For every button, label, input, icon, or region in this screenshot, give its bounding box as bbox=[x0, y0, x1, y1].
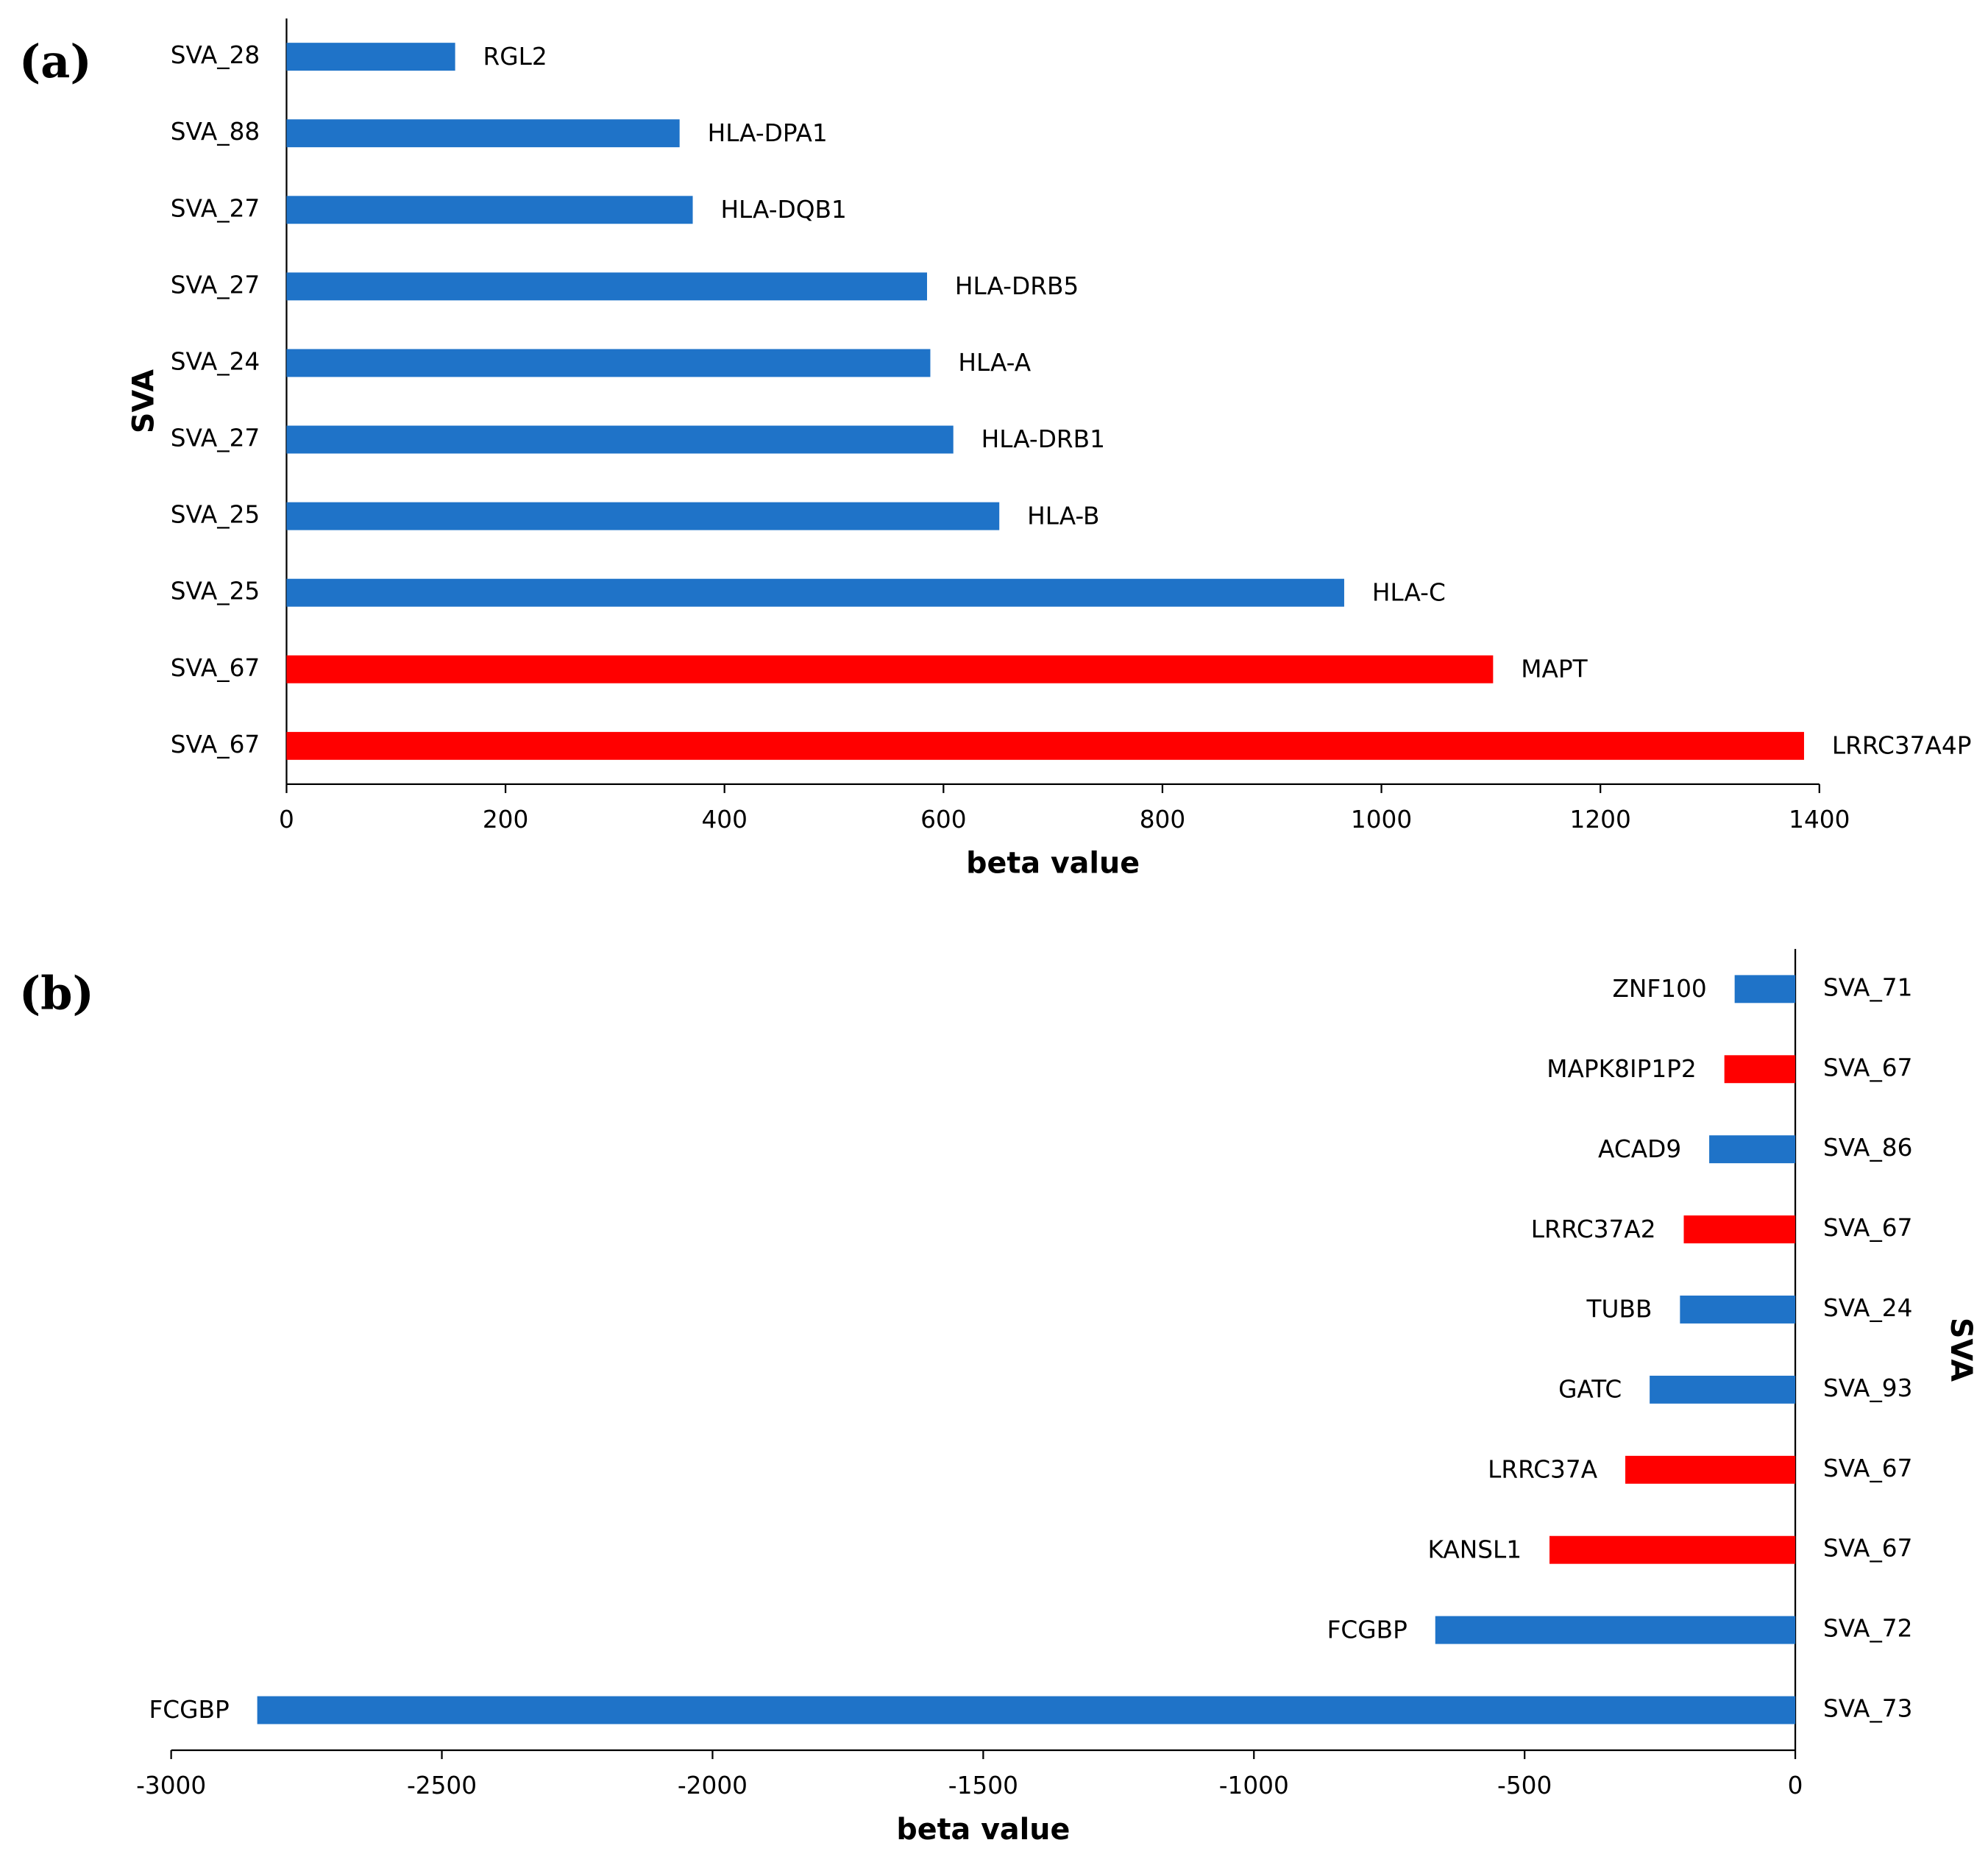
x-tick-label: -500 bbox=[1497, 1772, 1552, 1800]
bar bbox=[1435, 1616, 1796, 1644]
bar bbox=[1683, 1215, 1796, 1244]
bar-label: HLA-DRB1 bbox=[981, 425, 1105, 453]
bar bbox=[1709, 1135, 1796, 1164]
y-tick-label: SVA_67 bbox=[1823, 1214, 1913, 1242]
y-tick-label: SVA_67 bbox=[171, 654, 260, 682]
y-tick-label: SVA_24 bbox=[171, 347, 260, 375]
y-tick-label: SVA_71 bbox=[1823, 973, 1913, 1001]
bar-label: HLA-B bbox=[1027, 502, 1099, 530]
x-axis-title: beta value bbox=[896, 1813, 1070, 1847]
bar-label: HLA-DRB5 bbox=[955, 272, 1079, 300]
bar-label: GATC bbox=[1558, 1376, 1622, 1404]
bar bbox=[1650, 1375, 1796, 1404]
bar bbox=[257, 1696, 1796, 1724]
bar-label: FCGBP bbox=[1327, 1616, 1407, 1644]
bar-label: ACAD9 bbox=[1598, 1135, 1681, 1163]
y-tick-label: SVA_25 bbox=[171, 501, 260, 529]
y-tick-label: SVA_73 bbox=[1823, 1695, 1913, 1723]
bar-label: HLA-DPA1 bbox=[708, 119, 828, 147]
bar bbox=[1680, 1296, 1796, 1324]
x-tick-label: -2000 bbox=[678, 1772, 748, 1800]
bar bbox=[286, 731, 1804, 760]
y-axis-title: SVA bbox=[1944, 1318, 1978, 1382]
bar bbox=[1549, 1535, 1796, 1564]
bar-label: FCGBP bbox=[149, 1696, 229, 1724]
bar-label: LRRC37A4P bbox=[1832, 732, 1972, 760]
x-axis-title: beta value bbox=[966, 847, 1140, 881]
x-tick-label: 600 bbox=[920, 806, 966, 834]
x-tick-label: 400 bbox=[701, 806, 747, 834]
x-tick-label: 1400 bbox=[1789, 806, 1850, 834]
bar bbox=[286, 655, 1494, 683]
bar bbox=[1724, 1055, 1796, 1084]
y-tick-label: SVA_67 bbox=[1823, 1454, 1913, 1482]
panel-label: (b) bbox=[19, 966, 94, 1020]
x-tick-label: 1000 bbox=[1351, 806, 1412, 834]
y-tick-label: SVA_28 bbox=[171, 41, 260, 69]
bar-label: HLA-DQB1 bbox=[720, 196, 846, 224]
bar-label: MAPT bbox=[1521, 655, 1588, 683]
y-tick-label: SVA_67 bbox=[1823, 1054, 1913, 1081]
x-tick-label: -3000 bbox=[136, 1772, 206, 1800]
y-tick-label: SVA_86 bbox=[1823, 1134, 1913, 1162]
bar-label: LRRC37A2 bbox=[1531, 1215, 1656, 1243]
y-tick-label: SVA_88 bbox=[171, 118, 260, 146]
bar bbox=[286, 578, 1344, 607]
x-tick-label: -2500 bbox=[407, 1772, 477, 1800]
y-axis-title: SVA bbox=[127, 369, 161, 434]
x-tick-label: 800 bbox=[1140, 806, 1185, 834]
bar bbox=[286, 502, 1000, 530]
y-tick-label: SVA_67 bbox=[171, 731, 260, 759]
bar bbox=[286, 272, 927, 301]
bar-label: HLA-C bbox=[1372, 578, 1446, 606]
bar-label: RGL2 bbox=[483, 43, 547, 71]
bar-label: LRRC37A bbox=[1488, 1456, 1598, 1484]
y-tick-label: SVA_25 bbox=[171, 578, 260, 605]
bar bbox=[286, 43, 455, 71]
bar-label: HLA-A bbox=[958, 349, 1031, 377]
x-tick-label: -1500 bbox=[948, 1772, 1018, 1800]
bar bbox=[286, 196, 693, 224]
x-tick-label: 200 bbox=[483, 806, 528, 834]
bar-label: MAPK8IP1P2 bbox=[1547, 1055, 1696, 1083]
bar bbox=[286, 349, 931, 377]
y-tick-label: SVA_24 bbox=[1823, 1294, 1913, 1322]
y-tick-label: SVA_27 bbox=[171, 271, 260, 299]
y-tick-label: SVA_72 bbox=[1823, 1615, 1913, 1643]
panel-label: (a) bbox=[19, 35, 92, 88]
x-tick-label: 1200 bbox=[1570, 806, 1631, 834]
bar-label: TUBB bbox=[1586, 1296, 1652, 1324]
x-tick-label: 0 bbox=[1788, 1772, 1803, 1800]
x-tick-label: 0 bbox=[279, 806, 294, 834]
bar-label: KANSL1 bbox=[1427, 1535, 1522, 1563]
y-tick-label: SVA_27 bbox=[171, 194, 260, 222]
bar bbox=[1734, 975, 1796, 1003]
x-tick-label: -1000 bbox=[1219, 1772, 1289, 1800]
bar bbox=[1625, 1455, 1796, 1484]
bar-label: ZNF100 bbox=[1613, 975, 1707, 1003]
y-tick-label: SVA_67 bbox=[1823, 1535, 1913, 1563]
y-tick-label: SVA_27 bbox=[171, 424, 260, 452]
y-tick-label: SVA_93 bbox=[1823, 1374, 1913, 1402]
bar bbox=[286, 119, 680, 148]
bar bbox=[286, 425, 954, 454]
